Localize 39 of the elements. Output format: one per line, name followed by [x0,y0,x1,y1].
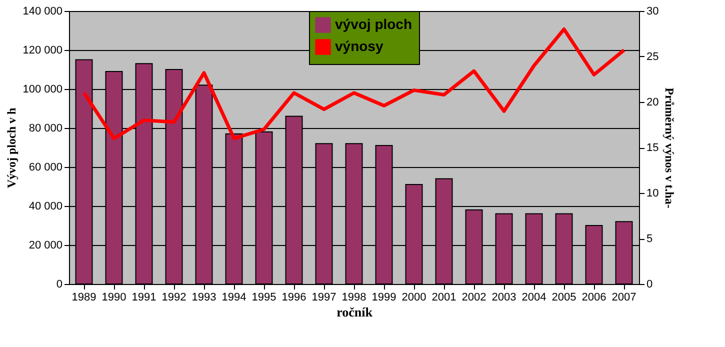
y-tick-label: 60 000 [28,162,62,174]
x-tick-label: 1998 [342,292,366,304]
x-tick-label: 2000 [402,292,426,304]
y2-tick-label: 0 [646,278,653,290]
x-tick-label: 2004 [522,292,546,304]
x-tick-label: 2005 [552,292,576,304]
y2-tick-label: 30 [646,6,659,18]
x-tick-label: 1995 [252,292,276,304]
y-tick-label: 20 000 [28,240,62,252]
y2-tick-label: 25 [646,51,659,63]
x-tick-label: 1993 [192,292,216,304]
x-tick-label: 2003 [492,292,516,304]
y-tick-label: 80 000 [28,122,62,134]
y-tick-label: 0 [56,278,62,290]
x-tick-label: 1994 [222,292,246,304]
y-axis-title: Vývoj ploch v h [4,108,19,188]
x-tick-label: 1999 [372,292,396,304]
x-axis-title: ročník [336,304,374,320]
x-tick-label: 1990 [102,292,126,304]
y2-tick-label: 10 [646,188,659,200]
y2-tick-label: 20 [646,96,659,108]
legend-label: výnosy [335,38,384,54]
x-tick-label: 1989 [72,292,96,304]
y-tick-label: 100 000 [22,84,62,96]
legend-label: vývoj ploch [335,16,412,32]
x-tick-label: 1991 [132,292,156,304]
x-tick-label: 2002 [462,292,486,304]
y-tick-label: 120 000 [22,44,62,56]
x-tick-label: 1997 [312,292,336,304]
y-tick-label: 140 000 [22,6,62,18]
x-tick-label: 1992 [162,292,186,304]
x-tick-label: 1996 [282,292,306,304]
x-tick-label: 2007 [612,292,636,304]
y2-tick-label: 5 [646,233,653,245]
y-tick-label: 40 000 [28,200,62,212]
x-tick-label: 2001 [432,292,456,304]
y2-axis-title: Průměrný výnos v t.ha- [662,88,677,208]
y2-tick-label: 15 [646,142,659,154]
x-tick-label: 2006 [582,292,606,304]
